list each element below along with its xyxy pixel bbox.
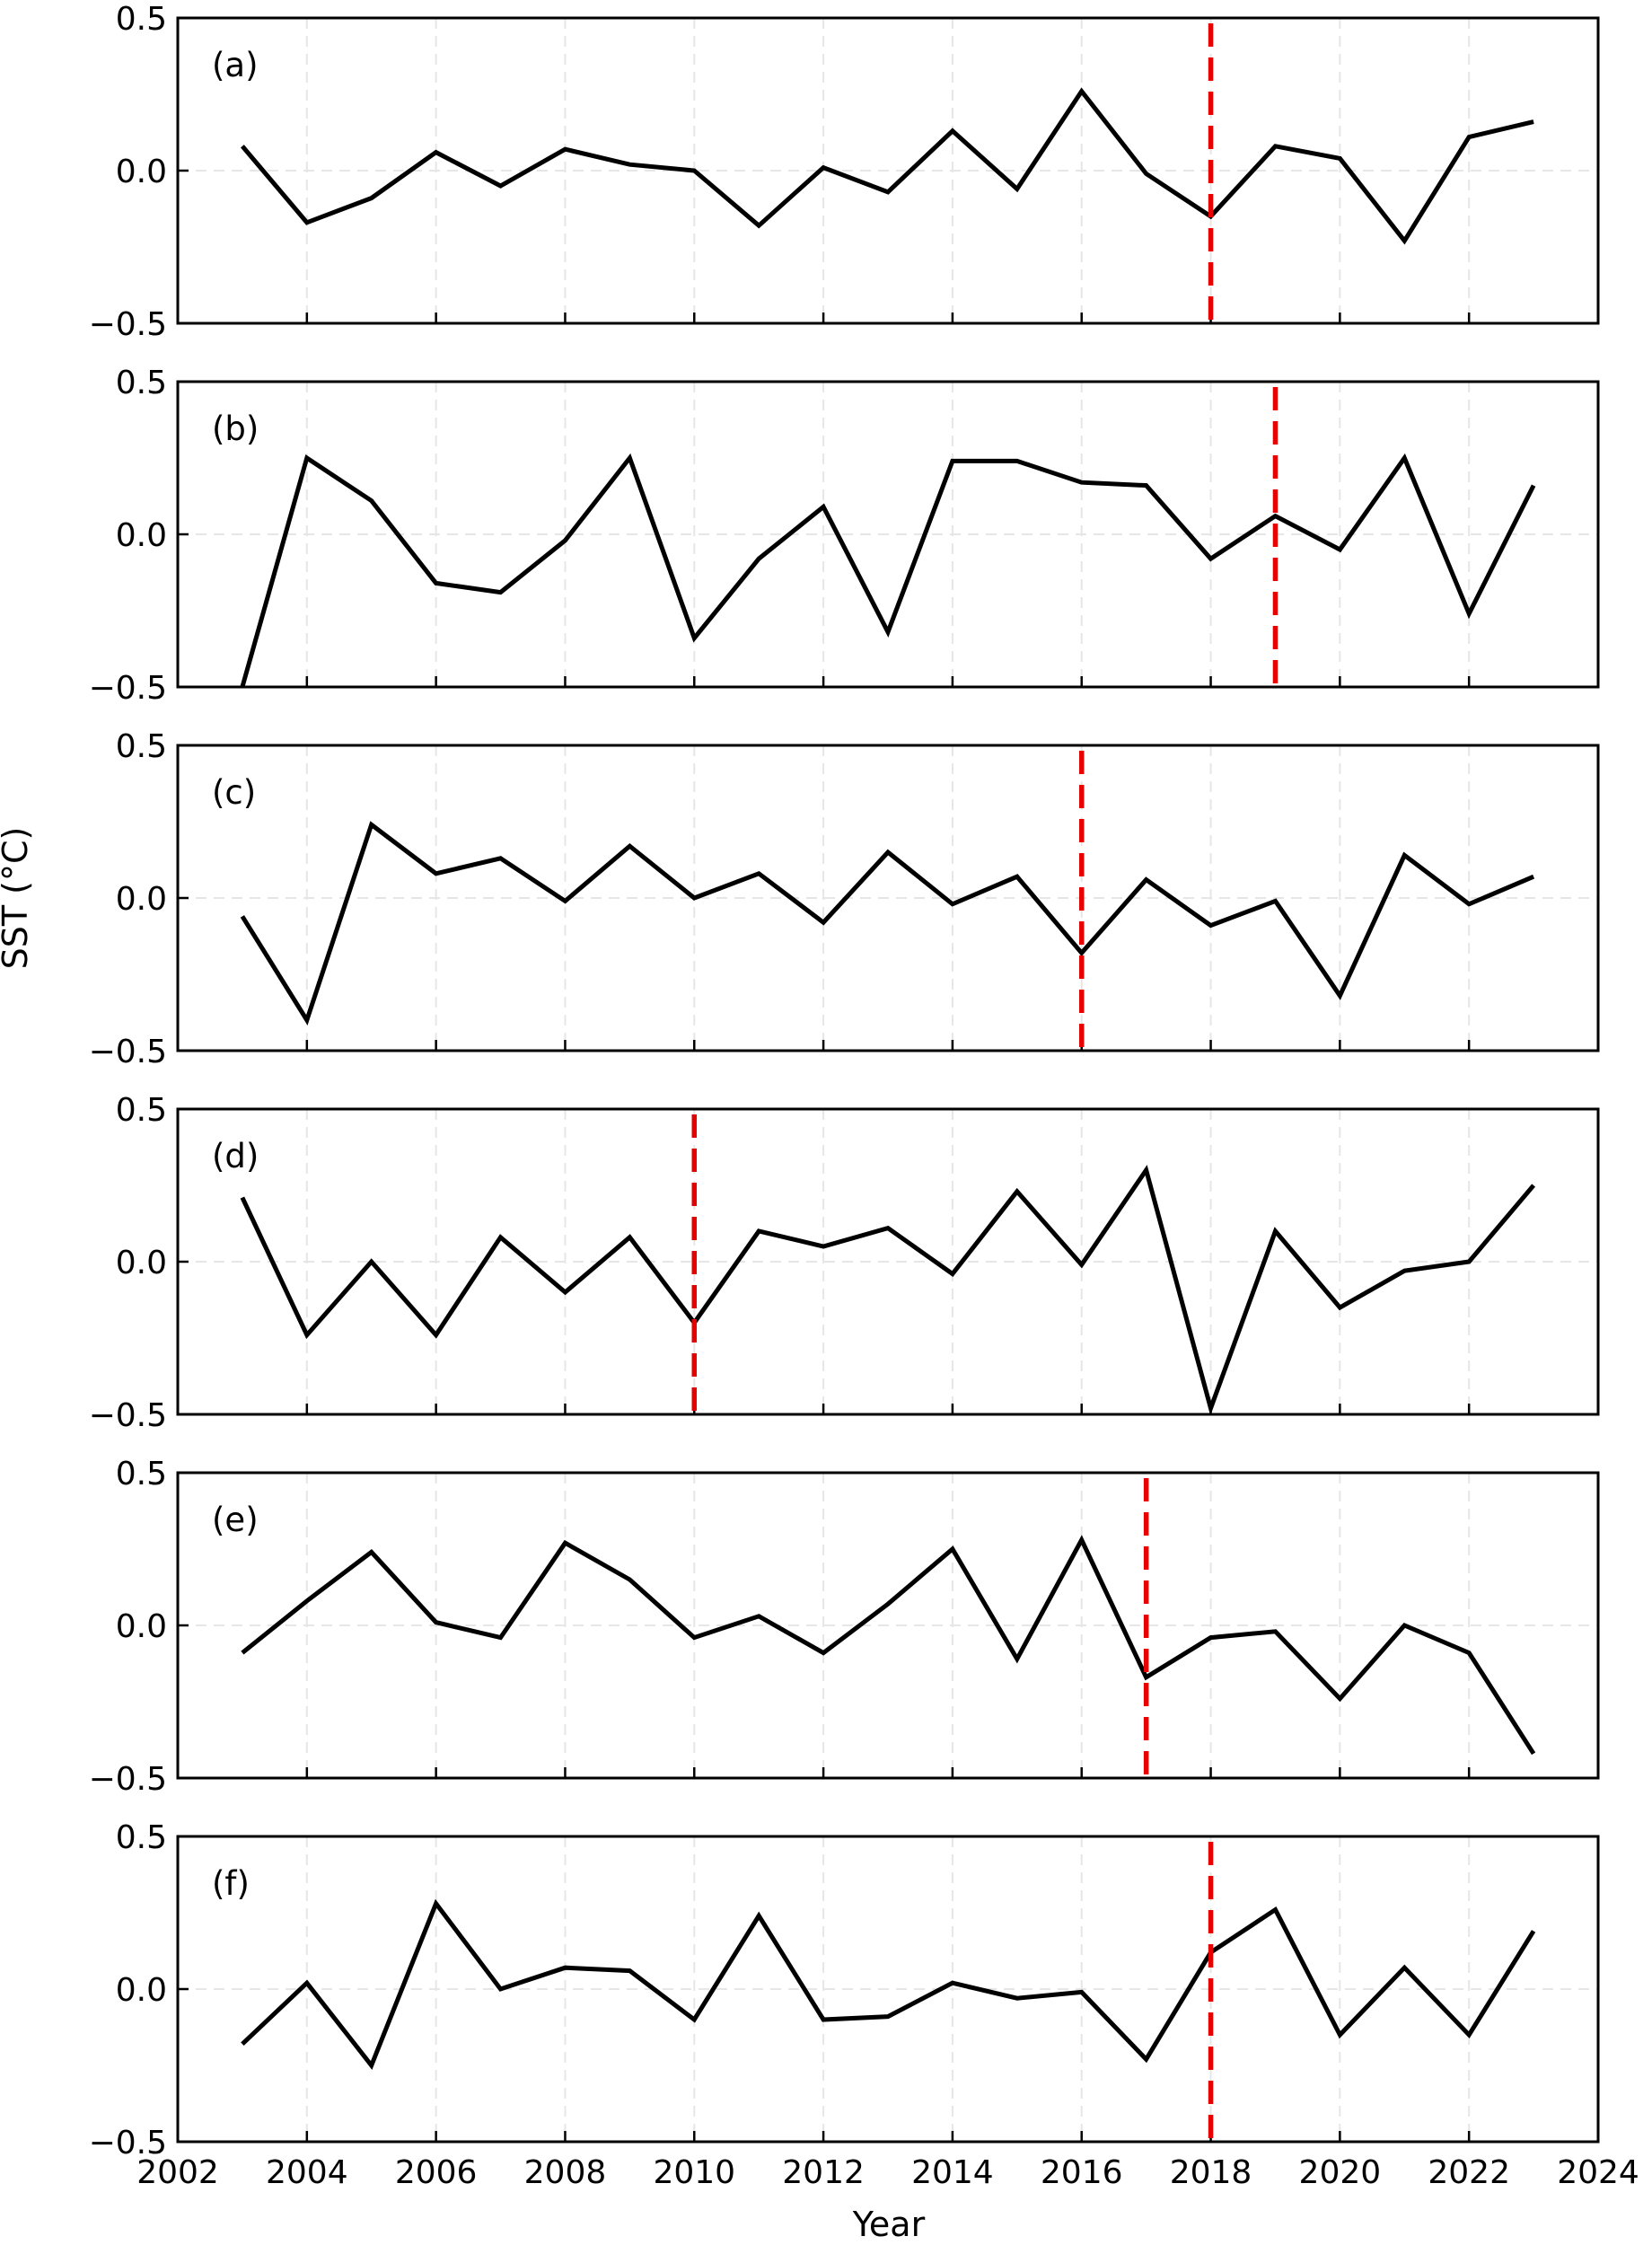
panel-e: 0.5 0.0 −0.5 (e): [89, 1456, 1600, 1798]
y-tick-label: 0.0: [116, 1608, 167, 1645]
x-tick-label: 2010: [653, 2154, 735, 2191]
y-tick-label: 0.5: [116, 1092, 167, 1129]
y-tick-label: 0.0: [116, 154, 167, 190]
x-tick-label: 2008: [524, 2154, 607, 2191]
panel-a: 0.5 0.0 −0.5 (a): [89, 1, 1600, 343]
x-tick-label: 2006: [395, 2154, 478, 2191]
y-tick-label: −0.5: [89, 306, 167, 343]
x-tick-label: 2014: [911, 2154, 994, 2191]
panel-label: (f): [212, 1864, 250, 1903]
sst-series-line: [240, 1165, 1536, 1416]
panel-c: 0.5 0.0 −0.5 (c): [89, 728, 1600, 1070]
x-tick-label: 2004: [266, 2154, 348, 2191]
x-tick-label: 2018: [1170, 2154, 1252, 2191]
x-tick-label: 2022: [1428, 2154, 1510, 2191]
panel-frame: [176, 1471, 1600, 1780]
y-tick-label: −0.5: [89, 670, 167, 707]
panel-label: (e): [212, 1501, 259, 1539]
panel-frame: [176, 744, 1600, 1052]
y-tick-label: −0.5: [89, 1397, 167, 1434]
y-tick-label: 0.0: [116, 517, 167, 554]
sst-series-line: [240, 453, 1536, 688]
y-tick-label: 0.0: [116, 1972, 167, 2009]
panel-b: 0.5 0.0 −0.5 (b): [89, 365, 1600, 707]
sst-series-line: [241, 1898, 1536, 2070]
x-tick-label: 2020: [1299, 2154, 1382, 2191]
y-tick-label: 0.0: [116, 1245, 167, 1281]
y-tick-label: −0.5: [89, 2125, 167, 2161]
x-tick-label: 2024: [1557, 2154, 1639, 2191]
x-axis-title: Year: [852, 2205, 926, 2244]
panel-frame: [176, 16, 1600, 325]
x-tick-label: 2012: [782, 2154, 865, 2191]
y-tick-label: 0.5: [116, 728, 167, 765]
sst-series-line: [240, 821, 1535, 1026]
panel-frame: [176, 380, 1600, 689]
y-tick-label: 0.0: [116, 881, 167, 918]
panel-frame: [176, 1835, 1600, 2144]
y-axis-title: SST (°C): [0, 827, 35, 970]
panel-label: (a): [212, 46, 259, 84]
y-tick-label: 0.5: [116, 1, 167, 38]
y-tick-label: −0.5: [89, 1034, 167, 1070]
x-tick-label: 2002: [136, 2154, 219, 2191]
panel-label: (c): [212, 773, 256, 812]
y-tick-label: 0.5: [116, 1819, 167, 1856]
panel-label: (b): [212, 409, 259, 448]
panels: 0.50.0−0.5(a)0.50.0−0.5(b)0.50.0−0.5(c)0…: [89, 1, 1639, 2191]
y-tick-label: 0.5: [116, 1456, 167, 1492]
panel-frame: [176, 1107, 1600, 1416]
x-tick-label: 2016: [1041, 2154, 1123, 2191]
sst-series-line: [240, 87, 1534, 245]
sst-series-line: [241, 1535, 1536, 1756]
panel-label: (d): [212, 1137, 259, 1175]
y-tick-label: −0.5: [89, 1761, 167, 1798]
panel-d: 0.5 0.0 −0.5 (d): [89, 1092, 1600, 1434]
y-tick-label: 0.5: [116, 365, 167, 401]
